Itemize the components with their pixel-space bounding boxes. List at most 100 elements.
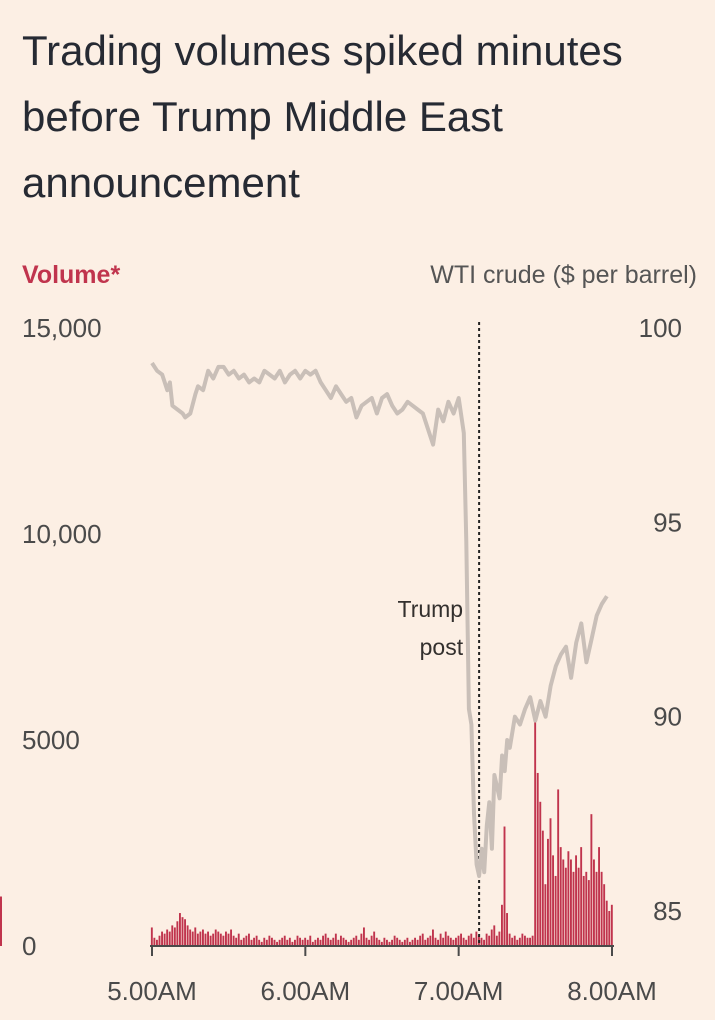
volume-bar xyxy=(179,913,181,946)
volume-bar xyxy=(173,927,176,946)
volume-bar xyxy=(424,939,427,946)
volume-bar xyxy=(564,867,567,946)
volume-bar xyxy=(470,933,473,946)
volume-bar xyxy=(214,929,217,946)
volume-bar xyxy=(419,935,422,946)
volume-bar xyxy=(493,925,496,946)
volume-bar xyxy=(153,937,156,946)
volume-bar xyxy=(480,937,483,946)
volume-bar xyxy=(595,871,598,946)
volume-bar xyxy=(258,939,261,946)
volume-bar xyxy=(237,933,240,946)
volume-bar xyxy=(347,941,350,946)
x-tick-label: 7.00AM xyxy=(414,976,504,1006)
volume-bar xyxy=(600,871,603,946)
volume-bar xyxy=(368,939,370,946)
volume-bar xyxy=(539,801,542,946)
annotation-text: post xyxy=(420,634,464,660)
volume-bar xyxy=(393,935,396,946)
volume-bar xyxy=(299,937,301,946)
right-tick-label: 95 xyxy=(653,507,682,537)
volume-bar xyxy=(375,937,378,946)
volume-bar xyxy=(580,847,583,946)
volume-bar xyxy=(396,937,399,946)
volume-bar xyxy=(171,925,174,946)
volume-bar xyxy=(225,931,227,946)
volume-bar xyxy=(449,937,452,946)
volume-bar xyxy=(403,939,406,946)
volume-bar xyxy=(250,939,253,946)
volume-bar xyxy=(391,939,393,946)
volume-bar xyxy=(575,855,577,946)
volume-bar xyxy=(281,937,284,946)
volume-bar xyxy=(536,772,539,946)
volume-bar xyxy=(161,931,163,946)
volume-bar xyxy=(442,937,445,946)
volume-bar xyxy=(168,931,171,946)
volume-bar xyxy=(444,931,447,946)
volume-bar xyxy=(388,941,391,946)
volume-bar xyxy=(501,904,503,946)
volume-bar xyxy=(271,937,273,946)
volume-bar xyxy=(232,935,235,946)
price-line xyxy=(150,361,609,878)
volume-bar xyxy=(472,937,475,946)
volume-bar xyxy=(531,935,534,946)
volume-bar xyxy=(240,939,243,946)
volume-bar xyxy=(296,935,299,946)
volume-bar xyxy=(189,929,192,946)
volume-bar xyxy=(283,935,286,946)
volume-bar xyxy=(467,935,470,946)
volume-bar xyxy=(605,900,608,946)
volume-bar xyxy=(437,939,439,946)
volume-bar xyxy=(352,937,355,946)
volume-bar xyxy=(217,931,220,946)
volume-bar xyxy=(455,937,457,946)
volume-bar xyxy=(288,937,291,946)
x-tick-label: 8.00AM xyxy=(567,976,657,1006)
volume-bar xyxy=(357,939,360,946)
volume-bar xyxy=(268,935,271,946)
volume-bar xyxy=(342,937,345,946)
volume-bar xyxy=(598,847,600,946)
volume-bar xyxy=(426,937,429,946)
volume-bar xyxy=(260,941,263,946)
volume-bar xyxy=(248,933,250,946)
left-tick-label: 0 xyxy=(22,931,36,961)
volume-bar xyxy=(447,935,450,946)
volume-bar xyxy=(181,917,184,946)
left-tick-label: 10,000 xyxy=(22,519,102,549)
volume-bar xyxy=(506,913,508,946)
volume-bar xyxy=(194,927,197,946)
volume-bar xyxy=(582,875,585,946)
volume-bar xyxy=(398,939,401,946)
right-axis-label: WTI crude ($ per barrel) xyxy=(430,261,697,289)
volume-bar xyxy=(176,921,179,946)
volume-bar xyxy=(587,880,590,946)
volume-bar xyxy=(603,884,606,946)
volume-bar xyxy=(383,937,386,946)
volume-bar xyxy=(370,935,373,946)
volume-bar xyxy=(337,939,340,946)
volume-bar xyxy=(265,939,268,946)
volume-bar xyxy=(363,927,365,946)
x-tick-label: 5.00AM xyxy=(107,976,197,1006)
volume-bar xyxy=(567,851,570,946)
volume-bar xyxy=(610,904,613,946)
volume-bar xyxy=(508,933,511,946)
volume-bar xyxy=(309,935,312,946)
volume-bar xyxy=(311,941,314,946)
volume-bar xyxy=(552,855,554,946)
volume-bar xyxy=(345,939,347,946)
volume-bar xyxy=(432,929,434,946)
volume-bar xyxy=(202,929,204,946)
volume-bar xyxy=(516,939,519,946)
volume-bar xyxy=(373,931,376,946)
volume-bar xyxy=(411,939,414,946)
volume-bar xyxy=(245,935,248,946)
volume-bar xyxy=(554,875,557,946)
x-tick-label: 6.00AM xyxy=(261,976,351,1006)
volume-bar xyxy=(409,941,411,946)
volume-bar xyxy=(401,941,404,946)
